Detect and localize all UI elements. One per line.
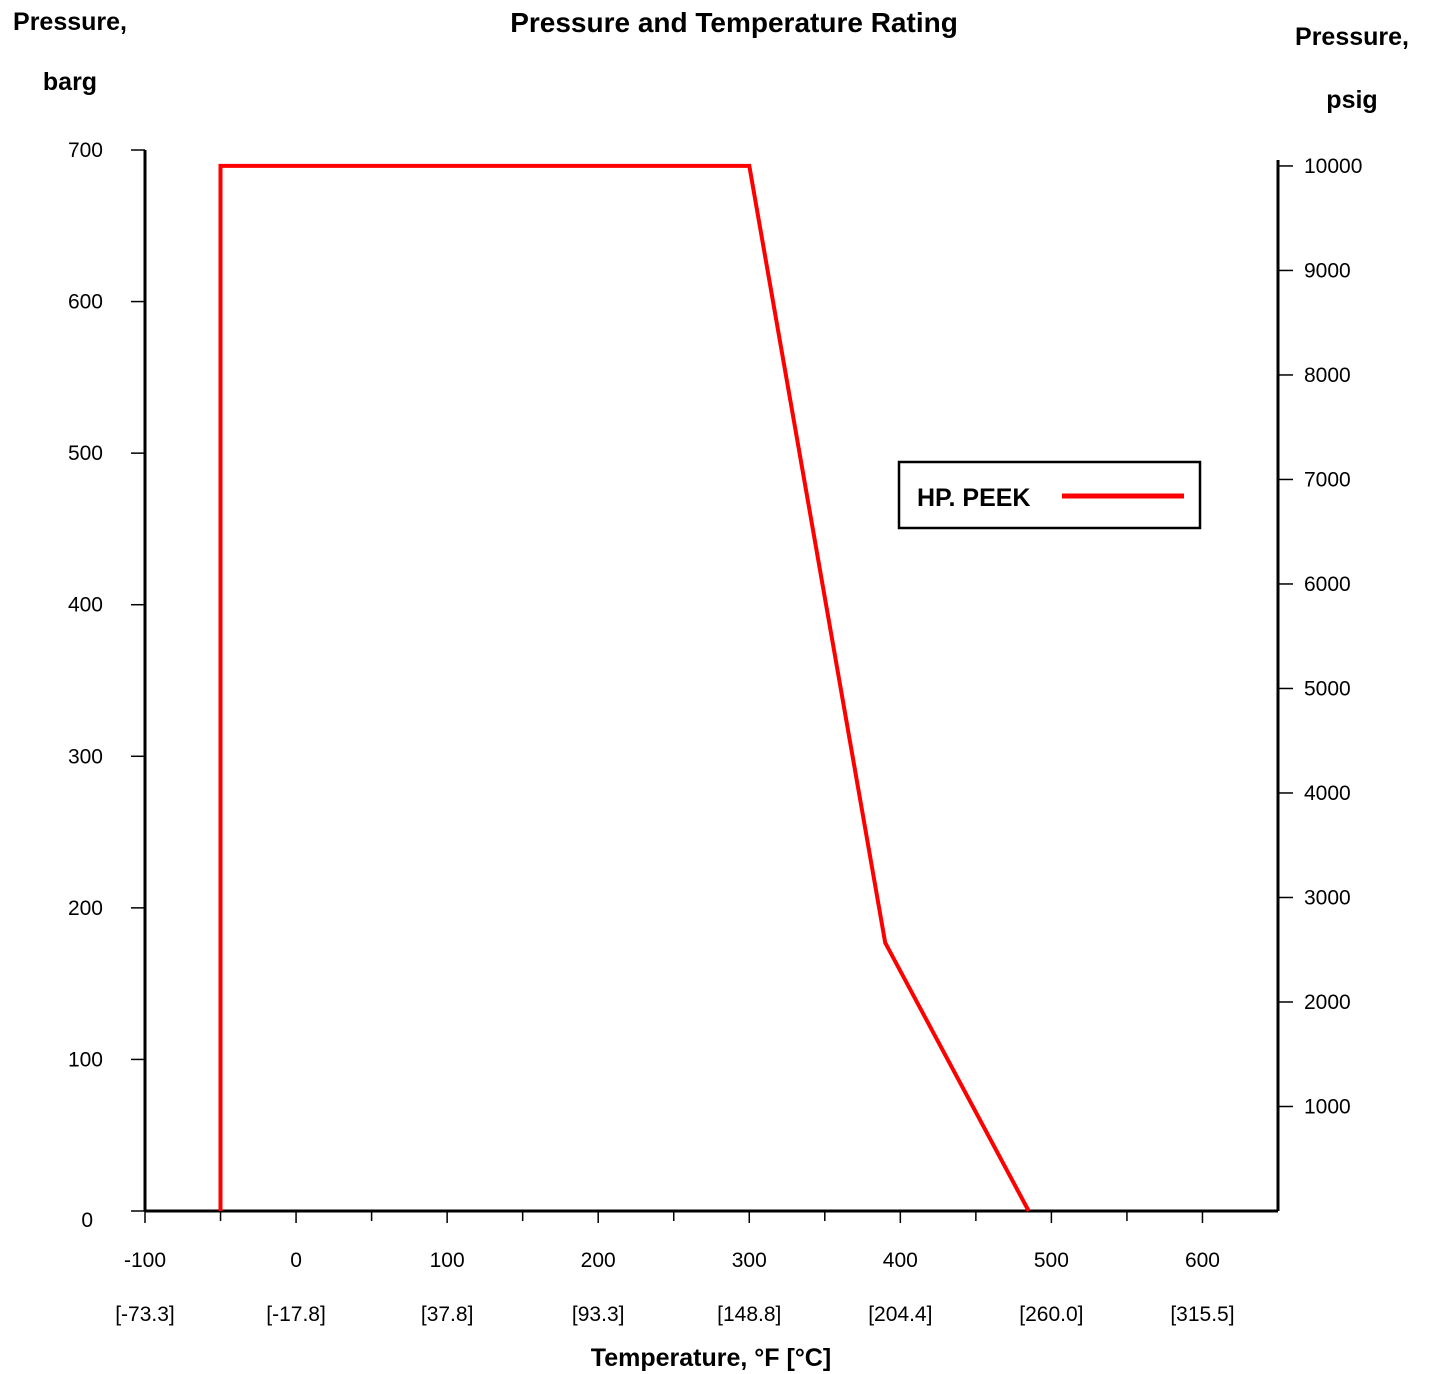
y-left-tick-label: 700 — [68, 139, 103, 162]
legend-label: HP. PEEK — [917, 484, 1030, 512]
y-right-tick-label: 8000 — [1304, 364, 1351, 387]
chart-marks: 0100200300400500600700100020003000400050… — [68, 139, 1362, 1326]
y-left-tick-label: 200 — [68, 897, 103, 920]
x-tick-label-celsius: [204.4] — [868, 1303, 932, 1326]
x-tick-label-celsius: [37.8] — [421, 1303, 474, 1326]
y-left-tick-label: 400 — [68, 594, 103, 617]
x-tick-label-celsius: [148.8] — [717, 1303, 781, 1326]
series-line-hp-peek — [218, 163, 1031, 1212]
y-right-tick-label: 2000 — [1304, 991, 1351, 1014]
x-tick-label: 200 — [581, 1249, 616, 1272]
y-right-tick-label: 5000 — [1304, 677, 1351, 700]
right-axis-title-line-2: psig — [1326, 86, 1377, 114]
x-tick-label: 300 — [732, 1249, 767, 1272]
left-axis-title-line-2: barg — [43, 68, 97, 96]
y-right-tick-label: 9000 — [1304, 259, 1351, 282]
x-tick-label: 500 — [1034, 1249, 1069, 1272]
y-right-tick-label: 4000 — [1304, 782, 1351, 805]
y-left-tick-label: 300 — [68, 745, 103, 768]
legend: HP. PEEK — [897, 460, 1202, 530]
chart-title: Pressure and Temperature Rating — [510, 7, 958, 38]
x-tick-label: 0 — [290, 1249, 302, 1272]
y-left-tick-label: 100 — [68, 1048, 103, 1071]
x-tick-label: 600 — [1185, 1249, 1220, 1272]
left-axis-title-line-1: Pressure, — [13, 8, 127, 36]
y-left-tick-label: 0 — [81, 1209, 93, 1232]
x-tick-label-celsius: [93.3] — [572, 1303, 625, 1326]
x-axis-title: Temperature, °F [°C] — [591, 1344, 831, 1372]
x-tick-label-celsius: [-17.8] — [266, 1303, 326, 1326]
x-tick-label-celsius: [-73.3] — [115, 1303, 175, 1326]
x-tick-label: -100 — [124, 1249, 166, 1272]
y-left-tick-label: 500 — [68, 442, 103, 465]
y-right-tick-label: 7000 — [1304, 468, 1351, 491]
right-axis-title-line-1: Pressure, — [1295, 23, 1409, 51]
x-tick-label: 100 — [430, 1249, 465, 1272]
y-left-tick-label: 600 — [68, 291, 103, 314]
x-tick-label-celsius: [315.5] — [1170, 1303, 1234, 1326]
y-right-tick-label: 10000 — [1304, 155, 1362, 178]
y-right-tick-label: 6000 — [1304, 573, 1351, 596]
y-right-tick-label: 1000 — [1304, 1095, 1351, 1118]
y-right-tick-label: 3000 — [1304, 886, 1351, 909]
x-tick-label-celsius: [260.0] — [1019, 1303, 1083, 1326]
x-tick-label: 400 — [883, 1249, 918, 1272]
